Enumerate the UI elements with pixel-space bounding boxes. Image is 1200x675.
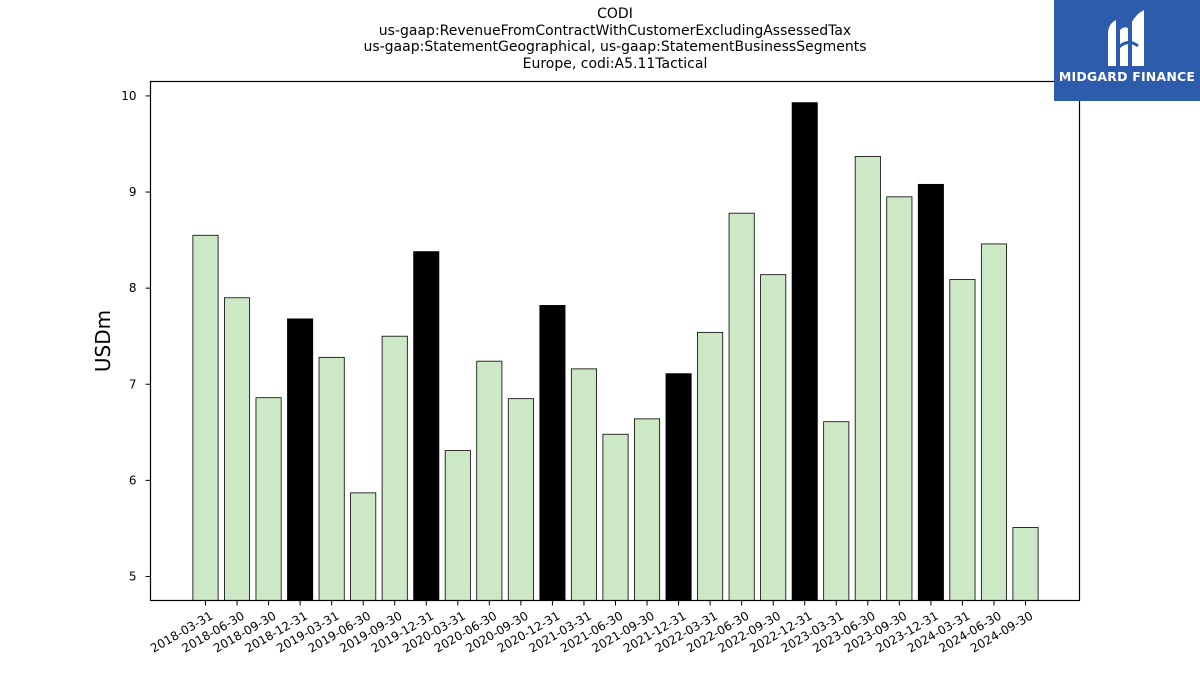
title-line-members: Europe, codi:A5.11Tactical xyxy=(522,55,708,72)
bar-2023-06-30 xyxy=(854,156,881,601)
bar-2023-03-31 xyxy=(823,421,850,601)
midgard-finance-logo: MIDGARD FINANCE xyxy=(1054,0,1200,101)
y-tick-label-6: 6 xyxy=(129,473,137,487)
bar-2020-09-30 xyxy=(507,398,534,601)
y-tick-label-10: 10 xyxy=(121,89,136,103)
title-line-concept: us-gaap:RevenueFromContractWithCustomerE… xyxy=(378,22,852,39)
title-line-company: CODI xyxy=(597,6,633,22)
logo-mark-icon xyxy=(1108,10,1144,66)
title-line-axes: us-gaap:StatementGeographical, us-gaap:S… xyxy=(363,39,867,55)
bar-2021-09-30 xyxy=(634,418,661,601)
bar-2018-09-30 xyxy=(255,397,282,601)
y-axis-label: USDm xyxy=(91,310,115,372)
y-axis: 5 6 7 8 9 10 xyxy=(121,89,151,583)
bar-2024-06-30 xyxy=(980,243,1007,601)
bar-2018-03-31 xyxy=(192,234,219,601)
bar-2022-12-31 xyxy=(791,102,818,601)
bar-2021-12-31 xyxy=(665,373,692,601)
bar-2022-09-30 xyxy=(760,274,787,601)
bar-2023-09-30 xyxy=(886,196,913,601)
bar-2021-06-30 xyxy=(602,433,629,601)
logo-text: MIDGARD FINANCE xyxy=(1058,69,1196,84)
bar-2021-03-31 xyxy=(570,368,597,601)
y-tick-label-9: 9 xyxy=(129,185,137,199)
bar-2019-12-31 xyxy=(413,251,440,601)
bar-2020-03-31 xyxy=(444,450,471,601)
x-axis: 2018-03-312018-06-302018-09-302018-12-31… xyxy=(148,600,1035,656)
y-tick-label-7: 7 xyxy=(129,377,137,391)
bar-2023-12-31 xyxy=(917,183,944,601)
bars-group xyxy=(192,102,1039,601)
y-tick-label-8: 8 xyxy=(129,281,137,295)
bar-2024-09-30 xyxy=(1012,527,1039,601)
bar-2020-06-30 xyxy=(476,360,503,601)
bar-2022-03-31 xyxy=(697,331,724,601)
bar-2019-06-30 xyxy=(350,492,377,601)
bar-2018-12-31 xyxy=(287,318,314,601)
y-tick-label-5: 5 xyxy=(129,569,137,583)
bar-2019-09-30 xyxy=(381,335,408,601)
bar-2020-12-31 xyxy=(539,305,566,601)
chart-title: CODI us-gaap:RevenueFromContractWithCust… xyxy=(150,6,1080,72)
bar-2024-03-31 xyxy=(949,279,976,601)
bar-2022-06-30 xyxy=(728,212,755,601)
bar-2018-06-30 xyxy=(224,297,251,601)
bar-2019-03-31 xyxy=(318,356,345,601)
